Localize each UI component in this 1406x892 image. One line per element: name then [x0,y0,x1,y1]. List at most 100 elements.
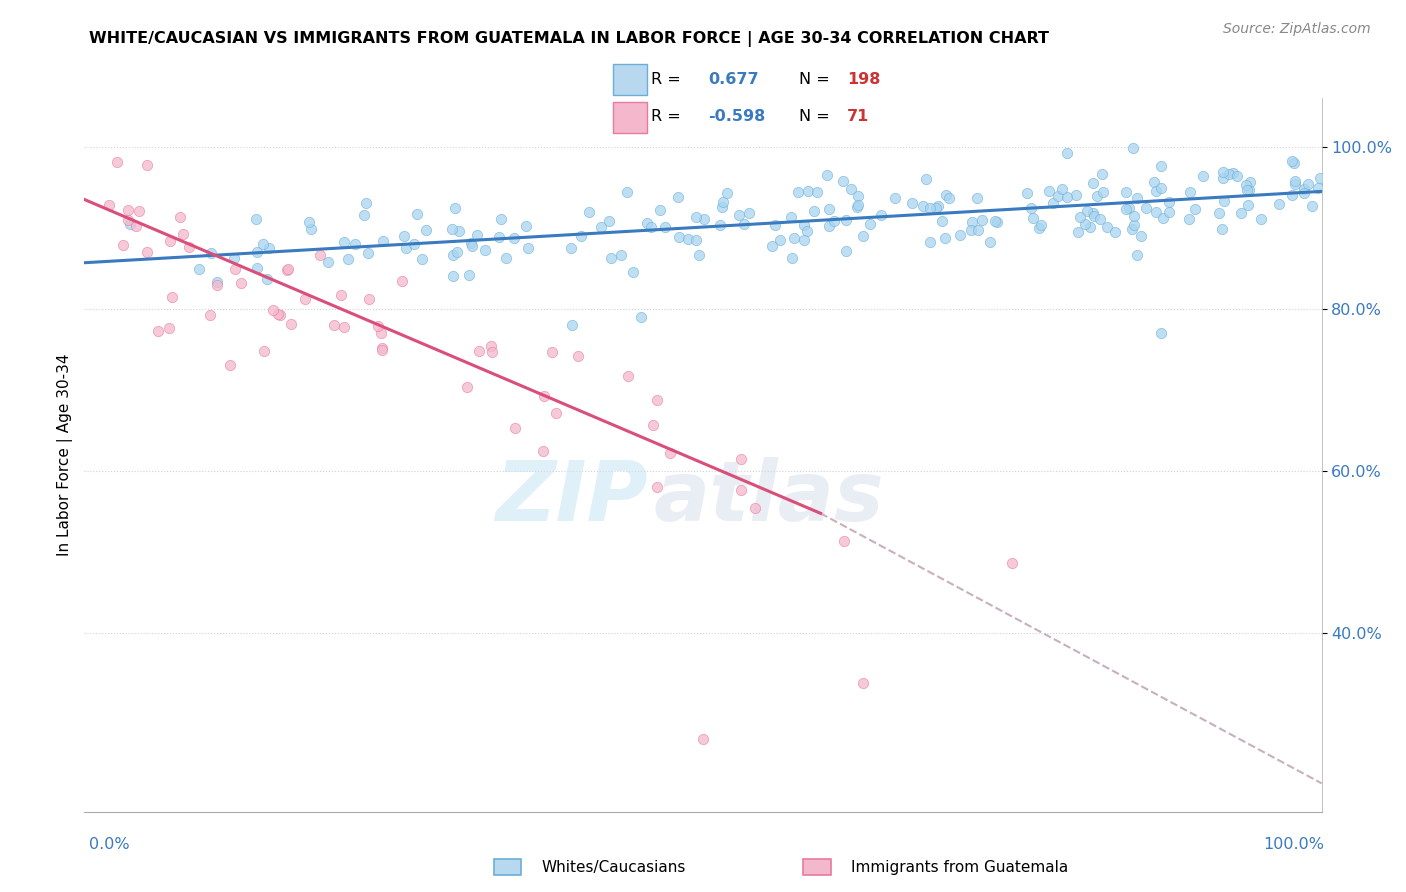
Point [658,445,681,459]
Point [231,276,253,290]
Point [578,204,600,219]
Point [1126,191,1149,205]
Point [1208,206,1230,220]
Point [931,214,953,228]
FancyBboxPatch shape [494,859,522,875]
Point [1076,204,1098,219]
Point [405,207,427,221]
Point [481,344,503,359]
Point [846,188,869,202]
Point [117,213,139,227]
Point [267,307,290,321]
Point [610,248,633,262]
Point [692,731,714,746]
Point [443,201,465,215]
Point [598,213,620,227]
Point [395,241,418,255]
Point [918,201,941,215]
Point [1226,169,1249,184]
Point [224,262,246,277]
Point [1038,184,1060,198]
Point [1047,189,1070,203]
Point [148,324,170,338]
Text: N =: N = [799,109,830,124]
Point [546,406,568,420]
Text: Source: ZipAtlas.com: Source: ZipAtlas.com [1223,22,1371,37]
Point [1088,211,1111,226]
Point [172,227,194,242]
Point [495,251,517,265]
Point [276,263,298,277]
Point [1122,219,1144,233]
Text: WHITE/CAUCASIAN VS IMMIGRANTS FROM GUATEMALA IN LABOR FORCE | AGE 30-34 CORRELAT: WHITE/CAUCASIAN VS IMMIGRANTS FROM GUATE… [89,31,1049,47]
Point [246,244,269,259]
Point [769,233,792,247]
Point [1309,171,1331,186]
Point [763,219,786,233]
Point [1122,141,1144,155]
Point [187,261,209,276]
Point [316,255,339,269]
Point [1097,219,1119,234]
Text: 100.0%: 100.0% [1264,837,1324,852]
Point [456,380,478,394]
Point [645,392,668,407]
Point [308,248,330,262]
Point [591,219,613,234]
Point [797,184,820,198]
Point [949,228,972,243]
Point [959,223,981,237]
Point [709,218,731,232]
Text: Whites/Caucasians: Whites/Caucasians [541,860,686,874]
Point [177,240,200,254]
Point [730,451,752,466]
Point [333,235,356,250]
Point [1064,187,1087,202]
Point [1067,225,1090,239]
Point [616,186,638,200]
Text: 71: 71 [846,109,869,124]
Point [169,211,191,225]
Point [738,205,761,219]
Point [505,421,527,435]
Point [1267,197,1289,211]
Point [1081,176,1104,190]
Point [1091,185,1114,199]
Point [1091,167,1114,181]
Point [1078,220,1101,235]
Point [730,483,752,498]
Point [832,174,855,188]
Point [257,241,280,255]
Point [370,326,392,341]
Point [960,215,983,229]
Point [517,241,540,255]
Point [793,233,815,247]
Point [599,252,621,266]
Point [136,158,159,172]
Point [727,208,749,222]
Point [1281,153,1303,168]
Point [617,368,640,383]
Point [159,234,181,248]
Point [780,251,803,265]
Point [367,318,389,333]
Point [1050,182,1073,196]
Point [160,290,183,304]
Point [834,213,856,227]
Point [780,210,803,224]
Point [441,248,464,262]
Point [200,246,222,260]
Point [654,220,676,235]
Point [322,318,344,333]
Point [817,219,839,233]
Y-axis label: In Labor Force | Age 30-34: In Labor Force | Age 30-34 [58,353,73,557]
Point [415,223,437,237]
Point [533,389,555,403]
Point [1104,225,1126,239]
Point [1212,164,1234,178]
Point [645,480,668,494]
Point [1301,199,1323,213]
Point [744,500,766,515]
Point [1178,212,1201,227]
Point [1150,159,1173,173]
